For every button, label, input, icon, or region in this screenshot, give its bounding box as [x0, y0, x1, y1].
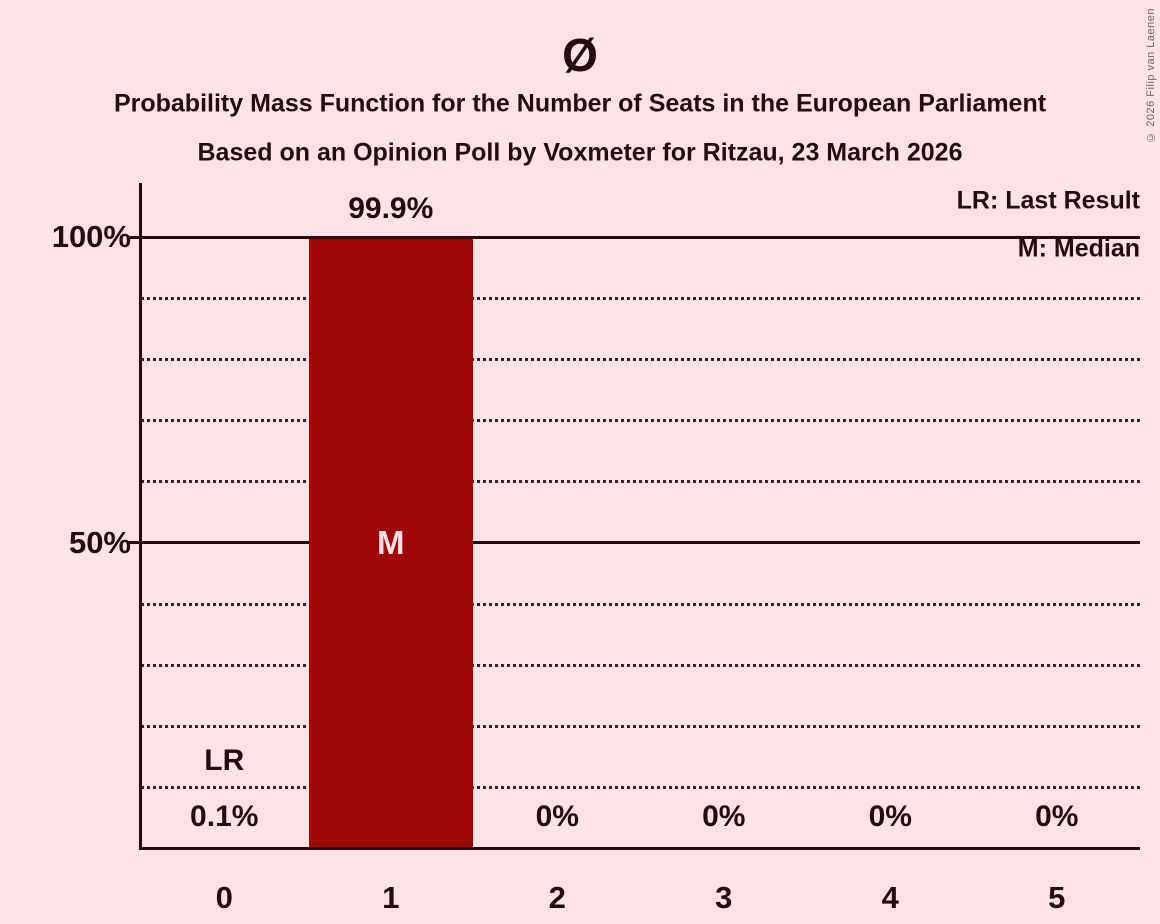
x-axis-label-seats-4: 4 [881, 880, 899, 915]
gridline-10pct [141, 785, 1140, 789]
gridline-40pct [141, 602, 1140, 606]
y-axis-tick-50pct [128, 541, 141, 544]
x-axis-label-seats-3: 3 [715, 880, 733, 915]
y-axis-label-100pct: 100% [51, 219, 131, 254]
gridline-30pct [141, 663, 1140, 667]
y-axis-label-50pct: 50% [68, 524, 131, 560]
x-axis-label-seats-5: 5 [1048, 880, 1066, 915]
value-label-seats-0: 0.1% [190, 800, 259, 833]
value-label-seats-3: 0% [702, 800, 746, 833]
bar-seats-1 [308, 238, 473, 847]
legend-median: M: Median [1017, 234, 1140, 263]
y-axis-tick-100pct [128, 235, 141, 239]
value-label-seats-5: 0% [1035, 800, 1079, 833]
x-axis-label-seats-1: 1 [382, 880, 400, 915]
gridline-100pct [141, 235, 1140, 239]
gridline-90pct [141, 297, 1140, 301]
value-label-seats-2: 0% [535, 800, 579, 833]
value-label-seats-1: 99.9% [348, 191, 434, 225]
gridline-60pct [141, 480, 1140, 484]
gridline-70pct [141, 419, 1140, 423]
y-axis-line [139, 183, 142, 850]
last-result-marker: LR [204, 744, 245, 777]
value-label-seats-4: 0% [868, 800, 912, 833]
chart-title: Ø [562, 29, 598, 81]
gridline-20pct [141, 724, 1140, 728]
gridline-50pct [141, 541, 1140, 544]
chart-subtitle: Probability Mass Function for the Number… [113, 89, 1047, 118]
legend-last-result: LR: Last Result [956, 186, 1140, 215]
chart-source-line: Based on an Opinion Poll by Voxmeter for… [197, 138, 963, 167]
gridline-80pct [141, 358, 1140, 362]
x-axis-line [139, 847, 1140, 850]
median-marker: M [377, 523, 405, 561]
x-axis-label-seats-2: 2 [548, 880, 566, 915]
x-axis-label-seats-0: 0 [215, 880, 233, 915]
